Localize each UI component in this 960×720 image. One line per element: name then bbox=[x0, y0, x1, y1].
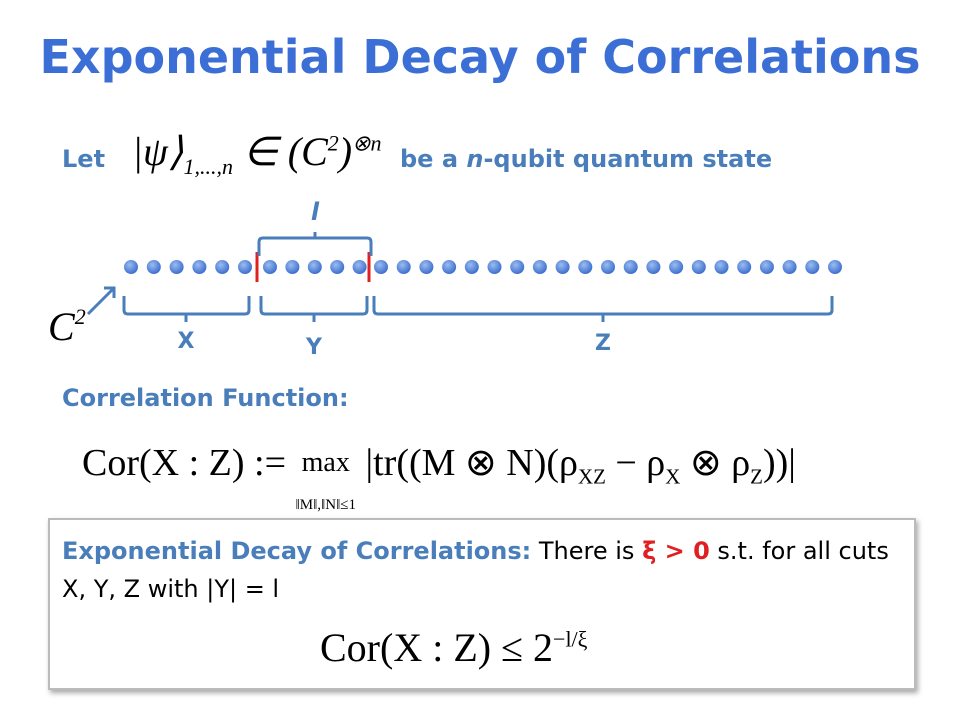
box-text: Exponential Decay of Correlations: There… bbox=[62, 532, 902, 608]
qubit bbox=[510, 260, 525, 274]
qubit bbox=[374, 260, 388, 274]
qubit bbox=[330, 260, 345, 274]
space: (C bbox=[287, 129, 328, 174]
cut-label: X bbox=[178, 329, 195, 354]
qubit bbox=[601, 260, 615, 274]
qubit bbox=[192, 260, 207, 274]
qubit bbox=[532, 260, 547, 274]
max: max ‖M‖,‖N‖≤1 bbox=[296, 440, 357, 516]
qubit bbox=[782, 260, 797, 274]
max-sub: ‖M‖,‖N‖≤1 bbox=[295, 497, 357, 513]
trace: |tr((M ⊗ N)(ρ bbox=[365, 442, 578, 484]
tail-n: n bbox=[466, 145, 484, 173]
trace: ))| bbox=[762, 442, 796, 484]
box-heading: Exponential Decay of Correlations: bbox=[62, 537, 532, 565]
qubit bbox=[352, 260, 367, 274]
brackets bbox=[86, 232, 834, 322]
tail-b: -qubit quantum state bbox=[483, 145, 773, 173]
qubit bbox=[737, 260, 752, 274]
result-box: Exponential Decay of Correlations: There… bbox=[48, 518, 916, 690]
qubit bbox=[714, 260, 729, 274]
qubit bbox=[169, 260, 184, 274]
qubit bbox=[805, 260, 820, 274]
qubit bbox=[307, 260, 322, 274]
qubit bbox=[215, 260, 230, 274]
qubit bbox=[263, 260, 277, 274]
qubit bbox=[396, 260, 411, 274]
power: ⊗n bbox=[352, 130, 382, 156]
rel: ∈ bbox=[242, 129, 278, 174]
site-label: C2 bbox=[48, 304, 86, 349]
max-op: max bbox=[301, 447, 350, 478]
lhs: Cor(X : Z) := bbox=[82, 442, 287, 484]
space-close: ) bbox=[338, 129, 353, 174]
qubit bbox=[464, 260, 479, 274]
qubit bbox=[487, 260, 502, 274]
cut-label: Y bbox=[305, 335, 323, 360]
qubit bbox=[828, 260, 842, 274]
correlation-label: Correlation Function: bbox=[62, 384, 349, 412]
sub: Z bbox=[750, 464, 763, 489]
box-highlight: ξ > 0 bbox=[642, 537, 710, 565]
qubit-chain: l C2 X Y Z bbox=[48, 198, 842, 360]
qubit bbox=[691, 260, 706, 274]
qubit bbox=[555, 260, 570, 274]
sub: X bbox=[665, 464, 681, 489]
trace: − ρ bbox=[605, 442, 666, 484]
correlation-formula: Cor(X : Z) := max ‖M‖,‖N‖≤1 |tr((M ⊗ N)(ρ… bbox=[82, 440, 796, 516]
qubit bbox=[578, 260, 593, 274]
box-lhs: Cor(X : Z) ≤ 2 bbox=[320, 625, 554, 670]
qubit bbox=[238, 260, 252, 274]
ket-sub: 1,...,n bbox=[183, 154, 233, 179]
intro-tail: be a n-qubit quantum state bbox=[400, 145, 772, 173]
intro-lead: Let bbox=[62, 145, 106, 173]
qubit bbox=[646, 260, 661, 274]
qubit bbox=[146, 260, 161, 274]
site-sup: 2 bbox=[75, 304, 86, 329]
space-sup: 2 bbox=[327, 130, 339, 156]
qubit bbox=[419, 260, 434, 274]
state-formula: |ψ⟩1,...,n ∈ (C2)⊗n bbox=[132, 128, 382, 180]
qubit bbox=[623, 260, 638, 274]
qubit bbox=[285, 260, 300, 274]
qubit bbox=[124, 260, 138, 274]
box-formula: Cor(X : Z) ≤ 2−l/ξ bbox=[320, 624, 587, 671]
box-text-b: s.t. for all cuts X, Y, Z with |Y| = l bbox=[62, 537, 889, 603]
box-text-a: There is bbox=[531, 537, 643, 565]
cut-label: Z bbox=[595, 331, 611, 356]
box-exp: −l/ξ bbox=[553, 626, 588, 652]
qubit bbox=[669, 260, 684, 274]
sub: XZ bbox=[578, 464, 606, 489]
tail-a: be a bbox=[400, 145, 459, 173]
qubit bbox=[759, 260, 774, 274]
ket: |ψ⟩ bbox=[132, 129, 184, 174]
site-base: C bbox=[48, 304, 76, 349]
length-label: l bbox=[311, 198, 320, 226]
title: Exponential Decay of Correlations bbox=[39, 30, 921, 84]
qubits bbox=[124, 260, 842, 274]
qubit bbox=[442, 260, 457, 274]
trace: ⊗ ρ bbox=[680, 442, 751, 484]
